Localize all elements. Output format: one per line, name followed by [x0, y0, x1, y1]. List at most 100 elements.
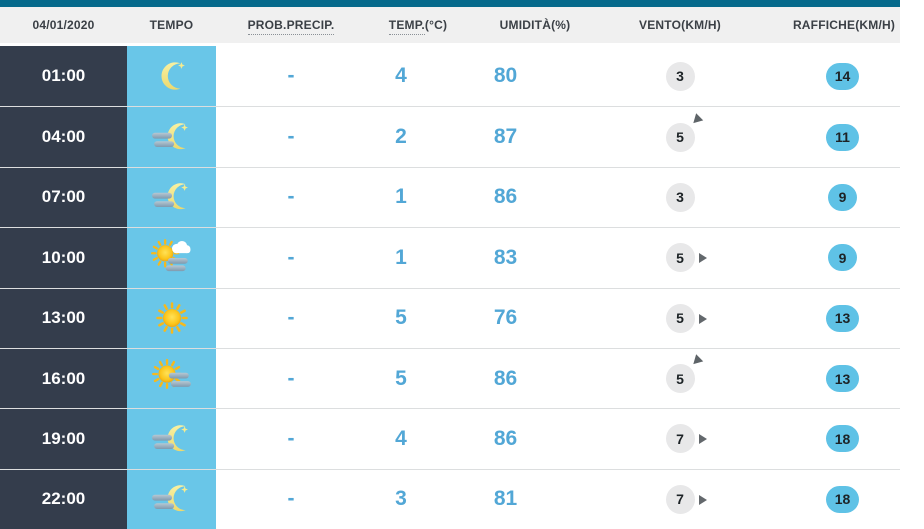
- wind-direction-arrow: [689, 112, 703, 127]
- temperature-value: 3: [395, 487, 407, 511]
- humidity-value: 87: [493, 125, 518, 149]
- weather-icon: [151, 418, 193, 460]
- temperature-value: 4: [395, 64, 407, 88]
- column-header-tempo: TEMPO: [149, 18, 194, 32]
- precip-probability-value: -: [287, 487, 295, 511]
- precip-probability-value: -: [287, 426, 295, 450]
- weather-cell: [127, 469, 216, 529]
- wind-badge: 5: [665, 112, 703, 152]
- humidity-value: 83: [493, 245, 518, 269]
- humidity-value: 86: [493, 185, 518, 209]
- wind-value: 5: [676, 310, 684, 327]
- time-cell: 22:00: [0, 469, 127, 529]
- wind-value: 5: [676, 129, 684, 146]
- weather-icon: [151, 358, 193, 400]
- gust-badge: 18: [825, 485, 860, 513]
- wind-cell: 5: [575, 107, 785, 166]
- precip-probability-value: -: [287, 64, 295, 88]
- temperature-value: 5: [395, 366, 407, 390]
- humidity-value: 76: [493, 306, 518, 330]
- precip-probability-value: -: [287, 125, 295, 149]
- humidity-value: 81: [493, 487, 518, 511]
- temperature-value: 1: [395, 185, 407, 209]
- weather-icon: [151, 237, 193, 279]
- column-header-gusts: RAFFICHE(KM/H): [792, 18, 896, 32]
- temperature-value: 1: [395, 245, 407, 269]
- wind-cell: 7: [575, 470, 785, 529]
- time-cell: 01:00: [0, 46, 127, 107]
- gust-badge: 9: [828, 244, 857, 272]
- wind-badge: 7: [665, 484, 707, 514]
- humidity-value: 86: [493, 426, 518, 450]
- time-cell: 16:00: [0, 348, 127, 409]
- wind-cell: 5: [575, 228, 785, 287]
- table-header: 04/01/2020 TEMPO PROB.PRECIP. TEMP.(°C) …: [0, 7, 900, 43]
- column-header-humidity: UMIDITÀ(%): [499, 18, 571, 32]
- precip-probability-value: -: [287, 306, 295, 330]
- wind-value: 3: [676, 189, 684, 206]
- time-cell: 07:00: [0, 167, 127, 228]
- gust-cell: 9: [785, 168, 900, 227]
- precip-probability-value: -: [287, 366, 295, 390]
- gust-badge: 14: [825, 62, 860, 90]
- wind-cell: 3: [575, 46, 785, 106]
- forecast-row: 10:00 - 1 83 5 9: [0, 227, 900, 288]
- wind-cell: 3: [575, 168, 785, 227]
- column-header-temp[interactable]: TEMP.(°C): [366, 18, 470, 35]
- date-label: 04/01/2020: [32, 18, 95, 32]
- gust-badge: 13: [825, 365, 860, 393]
- weather-icon: [151, 55, 193, 97]
- weather-cell: [127, 228, 216, 288]
- forecast-row: 13:00 - 5 76 5 13: [0, 287, 900, 348]
- weather-forecast-table: 04/01/2020 TEMPO PROB.PRECIP. TEMP.(°C) …: [0, 0, 900, 529]
- wind-direction-arrow: [698, 253, 707, 264]
- wind-value: 7: [676, 491, 684, 508]
- column-header-date: 04/01/2020: [0, 18, 127, 32]
- time-cell: 13:00: [0, 288, 127, 348]
- forecast-row: 22:00 - 3 81 7 18: [0, 468, 900, 529]
- weather-icon: [151, 116, 193, 158]
- table-body: 01:00 - 4 80 3 14 04:00 - 2 87 5: [0, 46, 900, 529]
- weather-cell: [127, 409, 216, 469]
- gust-badge: 13: [825, 304, 860, 332]
- wind-cell: 5: [575, 349, 785, 408]
- weather-icon: [151, 297, 193, 339]
- temperature-value: 4: [395, 426, 407, 450]
- gust-badge: 11: [826, 123, 859, 151]
- weather-icon: [151, 176, 193, 218]
- temperature-value: 5: [395, 306, 407, 330]
- weather-cell: [127, 167, 216, 228]
- wind-value: 5: [676, 249, 684, 266]
- wind-direction-arrow: [698, 494, 707, 505]
- column-header-precip[interactable]: PROB.PRECIP.: [216, 18, 366, 35]
- forecast-row: 07:00 - 1 86 3 9: [0, 166, 900, 228]
- wind-direction-arrow: [698, 313, 707, 324]
- precip-probability-value: -: [287, 185, 295, 209]
- time-cell: 10:00: [0, 228, 127, 288]
- gust-cell: 18: [785, 409, 900, 468]
- forecast-row: 01:00 - 4 80 3 14: [0, 46, 900, 107]
- weather-cell: [127, 288, 216, 348]
- wind-value: 7: [676, 430, 684, 447]
- wind-direction-arrow: [698, 434, 707, 445]
- wind-badge: 5: [665, 354, 703, 394]
- precip-probability-value: -: [287, 245, 295, 269]
- forecast-row: 19:00 - 4 86 7 18: [0, 408, 900, 469]
- wind-badge: 5: [665, 303, 707, 333]
- humidity-value: 86: [493, 366, 518, 390]
- column-header-wind: VENTO(KM/H): [639, 18, 721, 32]
- forecast-row: 04:00 - 2 87 5 11: [0, 106, 900, 167]
- gust-badge: 18: [825, 425, 860, 453]
- wind-cell: 7: [575, 409, 785, 468]
- gust-cell: 14: [785, 46, 900, 106]
- gust-cell: 13: [785, 289, 900, 348]
- wind-value: 3: [676, 68, 684, 85]
- humidity-value: 80: [493, 64, 518, 88]
- weather-cell: [127, 46, 216, 107]
- weather-icon: [151, 478, 193, 520]
- wind-value: 5: [676, 370, 684, 387]
- wind-badge: 7: [665, 424, 707, 454]
- top-accent-bar: [0, 0, 900, 7]
- wind-cell: 5: [575, 289, 785, 348]
- wind-direction-arrow: [689, 354, 703, 368]
